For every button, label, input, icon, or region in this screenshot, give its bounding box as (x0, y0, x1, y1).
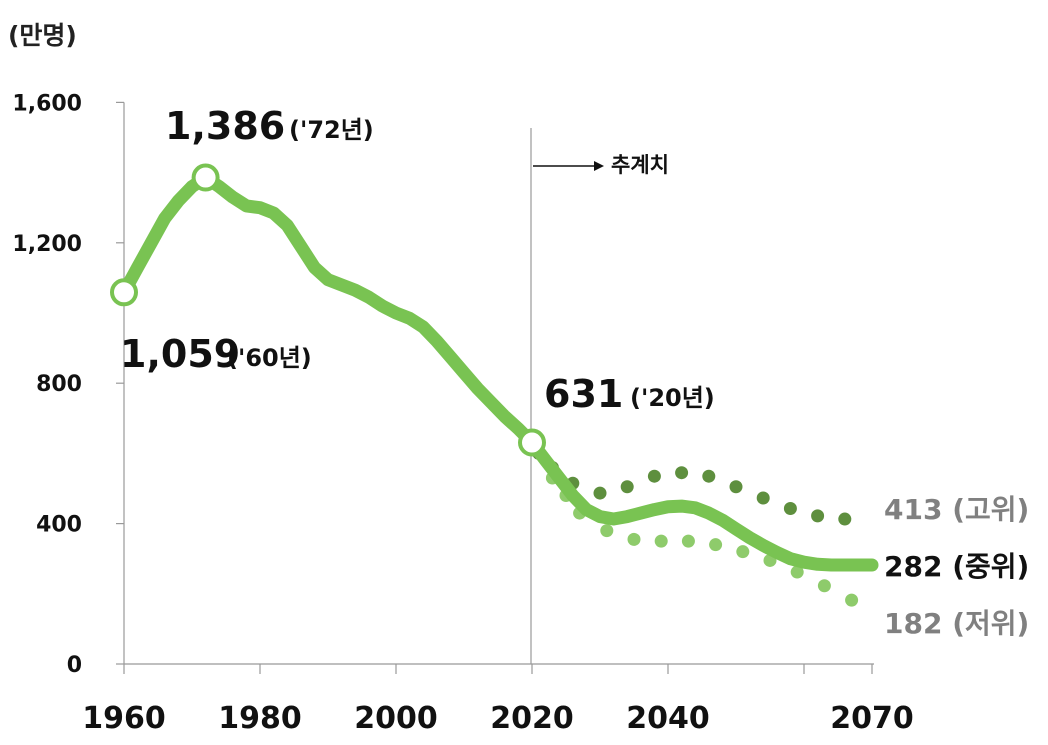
highlight-marker (518, 428, 546, 457)
series-point-low (790, 565, 804, 579)
unit-label: (만명) (8, 21, 77, 50)
series-point-high (702, 469, 716, 483)
series-point-low (817, 579, 831, 593)
end-label-high: 413 (고위) (884, 493, 1029, 526)
annotation-value: 1,386 (165, 104, 285, 148)
y-tick-label: 1,200 (12, 232, 82, 257)
x-tick-label: 2000 (354, 701, 438, 736)
series-point-low (709, 538, 723, 552)
x-tick-label: 2020 (490, 701, 574, 736)
y-tick-label: 0 (67, 653, 82, 678)
x-tick-label: 2040 (626, 701, 710, 736)
series-point-low (627, 532, 641, 546)
end-label-medium: 282 (중위) (884, 550, 1029, 583)
y-tick-label: 400 (36, 513, 82, 538)
series-point-high (811, 509, 825, 523)
series-point-high (838, 512, 852, 526)
markers-group (110, 163, 546, 457)
highlight-marker (191, 163, 220, 192)
annotation-2020: 631 ('20년) (544, 372, 715, 416)
highlight-marker (110, 278, 138, 307)
annotation-1960: 1,059 ('60년) (120, 332, 312, 376)
x-tick-label: 2070 (830, 701, 914, 736)
series-point-high (729, 480, 743, 494)
end-label-low: 182 (저위) (884, 607, 1029, 640)
x-tick-label: 1980 (218, 701, 302, 736)
arrow-head-icon (594, 161, 604, 171)
annotation-1972: 1,386 ('72년) (165, 104, 374, 148)
series-point-low (600, 524, 614, 538)
annotation-year: ('60년) (227, 344, 312, 372)
series-point-high (593, 486, 607, 500)
annotation-year: ('72년) (289, 116, 374, 144)
series-group (117, 171, 879, 607)
series-point-high (756, 491, 770, 505)
series-point-high (783, 502, 797, 516)
series-point-low (681, 534, 695, 548)
series-point-high (675, 466, 689, 480)
series-point-low (736, 545, 750, 559)
series-point-high (647, 469, 661, 483)
y-tick-label: 800 (36, 372, 82, 397)
x-tick-label: 1960 (82, 701, 166, 736)
series-point-low (654, 534, 668, 548)
series-point-low (845, 593, 859, 607)
projection-divider: 추계치 (530, 128, 669, 664)
axes: 0 400 800 1,200 1,600 1960 1980 2000 2020 2040 207… (12, 91, 913, 736)
y-tick-label: 1,600 (12, 91, 82, 116)
annotation-year: ('20년) (630, 384, 715, 412)
series-line-medium (117, 171, 879, 572)
projection-label: 추계치 (611, 153, 669, 177)
annotation-value: 631 (544, 372, 623, 416)
series-point-high (620, 480, 634, 494)
annotation-value: 1,059 (120, 332, 240, 376)
